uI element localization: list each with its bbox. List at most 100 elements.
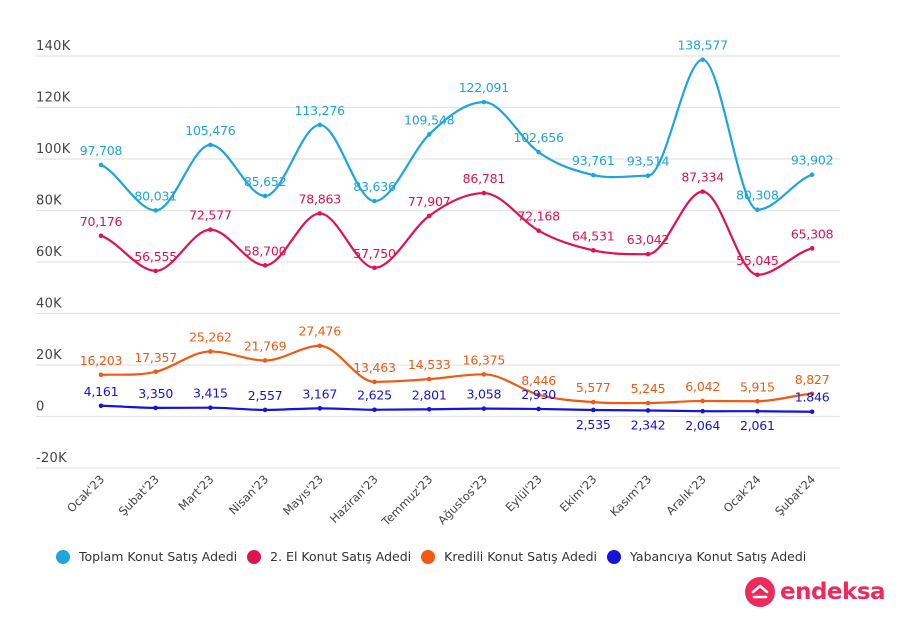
data-point — [372, 407, 377, 413]
data-point — [481, 372, 487, 377]
data-label: 72,168 — [517, 209, 560, 224]
data-point — [372, 265, 377, 271]
data-label: 13,463 — [353, 360, 396, 375]
data-label: 5,915 — [740, 379, 775, 394]
x-tick-label: Ağustos'23 — [435, 472, 490, 527]
legend-dot-icon — [56, 549, 70, 564]
data-label: 93,761 — [572, 153, 615, 168]
data-label: 2,930 — [521, 387, 556, 402]
data-label: 16,375 — [463, 352, 506, 367]
data-label: 58,700 — [244, 243, 287, 258]
data-point — [262, 407, 268, 413]
data-point — [700, 398, 705, 404]
data-label: 5,577 — [576, 380, 611, 395]
data-point — [536, 392, 541, 398]
data-point — [755, 207, 760, 213]
data-label: 83,636 — [353, 179, 396, 194]
data-point — [153, 208, 158, 213]
legend-item-ikinci-el[interactable]: 2. El Konut Satış Adedi — [247, 549, 411, 564]
data-point — [262, 358, 268, 363]
x-tick-label: Mart'23 — [175, 472, 216, 513]
data-label: 85,652 — [244, 174, 287, 189]
data-label: 21,769 — [244, 338, 287, 353]
data-label: 2,535 — [576, 417, 611, 432]
data-label: 3,415 — [193, 386, 228, 401]
data-point — [98, 403, 104, 409]
data-point — [153, 369, 158, 375]
y-tick-label: 20K — [36, 348, 62, 363]
y-tick-label: 140K — [36, 39, 71, 54]
data-label: 102,656 — [513, 130, 564, 145]
data-point — [536, 406, 541, 412]
x-tick-label: Ocak'23 — [64, 472, 107, 515]
data-point — [481, 406, 487, 411]
y-axis-ticks: -20K 0 20K 40K 60K 80K 100K 120K 140K — [36, 39, 71, 466]
data-point — [591, 407, 596, 413]
data-label: 27,476 — [299, 324, 342, 339]
data-point — [208, 405, 213, 411]
data-point — [372, 379, 377, 385]
legend-item-kredili[interactable]: Kredili Konut Satış Adedi — [421, 549, 597, 564]
data-point — [536, 149, 541, 155]
data-label: 80,031 — [134, 188, 177, 203]
data-point — [645, 400, 651, 406]
x-axis-ticks: Ocak'23 Şubat'23 Mart'23 Nisan'23 Mayıs'23 Ha… — [64, 472, 818, 529]
data-point — [98, 233, 104, 239]
house-chevron-icon — [745, 577, 775, 607]
data-label: 2,625 — [357, 388, 392, 403]
x-tick-label: Kasım'23 — [607, 472, 654, 519]
data-point — [262, 263, 268, 268]
data-label: 113,276 — [295, 103, 346, 118]
data-label: 2,801 — [412, 387, 447, 402]
x-tick-label: Şubat'23 — [116, 472, 162, 518]
x-tick-label: Haziran'23 — [327, 472, 381, 526]
legend-dot-icon — [607, 549, 621, 564]
legend-dot-icon — [247, 549, 262, 564]
data-point — [645, 408, 651, 413]
data-label: 64,531 — [572, 228, 615, 243]
data-label: 25,262 — [189, 329, 232, 344]
data-label: 77,907 — [408, 194, 451, 209]
legend-item-yabanci[interactable]: Yabancıya Konut Satış Adedi — [607, 549, 806, 564]
data-point — [317, 343, 323, 349]
data-point — [426, 376, 432, 382]
data-point — [755, 272, 760, 278]
x-tick-label: Nisan'23 — [226, 472, 271, 517]
data-point — [809, 172, 815, 178]
data-point — [317, 406, 323, 411]
data-label: 17,357 — [134, 350, 177, 365]
data-point — [208, 227, 213, 232]
data-point — [98, 162, 104, 168]
data-label: 70,176 — [80, 214, 123, 229]
data-label: 3,350 — [138, 386, 173, 401]
legend: Toplam Konut Satış Adedi 2. El Konut Sat… — [56, 549, 816, 564]
legend-item-toplam[interactable]: Toplam Konut Satış Adedi — [56, 549, 237, 564]
data-point — [809, 246, 815, 251]
data-label: 57,750 — [353, 246, 396, 261]
x-tick-label: Eylül'23 — [503, 472, 545, 514]
data-point — [591, 248, 596, 253]
series-group — [98, 57, 815, 415]
data-point — [700, 189, 705, 194]
data-label: 2,061 — [740, 418, 775, 433]
data-label: 3,058 — [467, 387, 502, 402]
y-tick-label: 0 — [36, 400, 45, 415]
data-point — [591, 172, 596, 178]
data-label: 2,557 — [248, 388, 283, 403]
data-label: 87,334 — [681, 170, 724, 185]
data-label: 138,577 — [678, 38, 728, 53]
legend-dot-icon — [421, 549, 436, 564]
data-label: 105,476 — [185, 123, 236, 138]
data-label: 2,064 — [685, 418, 720, 433]
data-label: 8,446 — [521, 373, 556, 388]
data-point — [426, 213, 432, 219]
data-point — [700, 57, 705, 62]
data-point — [153, 268, 158, 274]
legend-label: 2. El Konut Satış Adedi — [270, 549, 412, 564]
y-tick-label: 60K — [36, 245, 62, 260]
data-label: 72,577 — [189, 208, 232, 223]
data-point — [591, 399, 596, 405]
data-point — [809, 409, 815, 415]
data-label: 63,042 — [627, 232, 670, 247]
data-label: 93,514 — [627, 154, 670, 169]
